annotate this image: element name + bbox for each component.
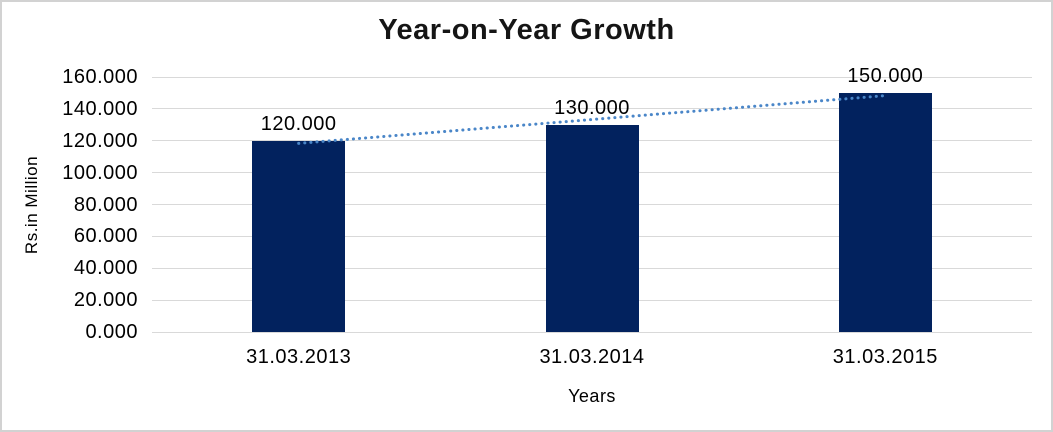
- gridline: [152, 76, 1032, 78]
- y-tick-label: 120.000: [62, 129, 138, 152]
- y-tick-label: 60.000: [73, 225, 138, 248]
- y-tick-label: 40.000: [73, 257, 138, 280]
- data-label: 130.000: [554, 96, 630, 119]
- bar-31.03.2015: [838, 92, 932, 332]
- chart-title: Year-on-Year Growth: [378, 14, 675, 46]
- bar-31.03.2013: [252, 140, 346, 332]
- y-tick-label: 160.000: [62, 66, 138, 88]
- data-label: 150.000: [847, 64, 924, 87]
- y-tick-label: 100.000: [62, 161, 138, 184]
- bar-31.03.2014: [545, 124, 639, 332]
- y-tick-label: 80.000: [73, 193, 138, 216]
- x-axis-title: Years: [568, 386, 616, 406]
- x-tick-label: 31.03.2014: [539, 346, 645, 368]
- y-tick-label: 20.000: [73, 289, 138, 312]
- gridline: [152, 331, 1032, 333]
- y-tick-label: 0.000: [85, 321, 138, 343]
- x-tick-label: 31.03.2015: [832, 346, 938, 368]
- y-tick-label: 140.000: [62, 97, 138, 120]
- data-label: 120.000: [260, 112, 337, 135]
- x-tick-label: 31.03.2013: [246, 346, 352, 368]
